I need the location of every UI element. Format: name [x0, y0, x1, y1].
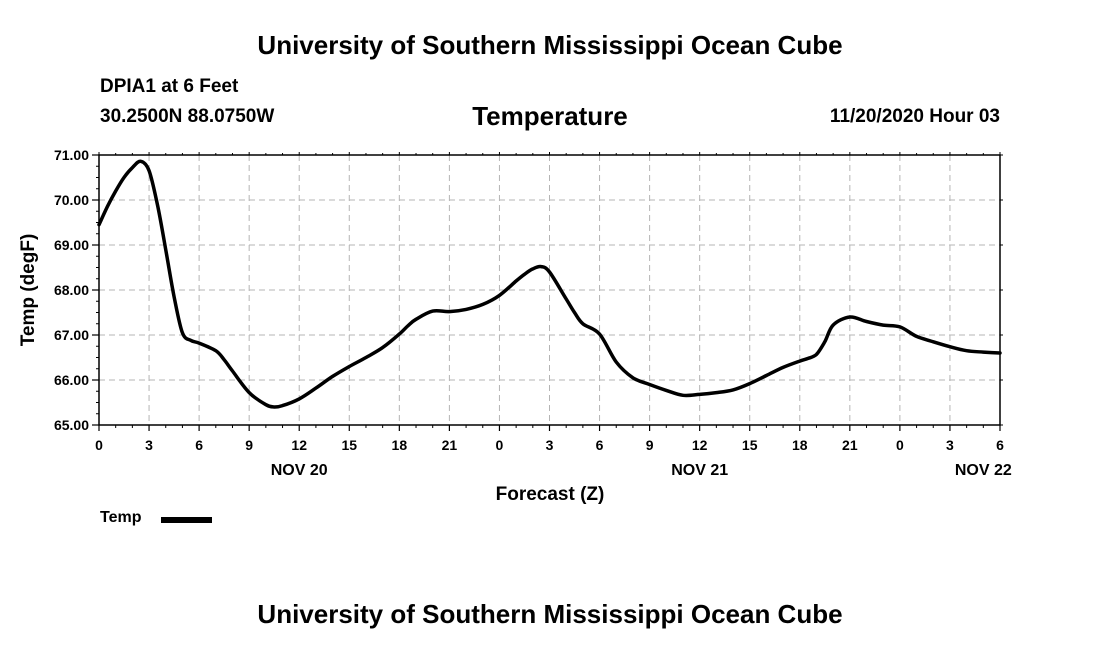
date-label: NOV 21 [671, 462, 728, 479]
x-tick-label: 15 [341, 437, 357, 453]
axis-tick-labels: 65.00 66.00 67.00 68.00 69.00 70.00 71.00 0 3 6 9 1… [54, 147, 1012, 479]
legend-label-temp: Temp [100, 509, 142, 526]
x-tick-label: 0 [95, 437, 103, 453]
forecast-datetime: 11/20/2020 Hour 03 [829, 106, 1000, 127]
y-tick-label: 65.00 [54, 417, 89, 433]
legend-swatch-temp [161, 517, 212, 523]
y-tick-label: 70.00 [54, 192, 89, 208]
x-axis-title: Forecast (Z) [496, 484, 605, 505]
x-tick-label: 12 [692, 437, 708, 453]
y-tick-label: 69.00 [54, 237, 89, 253]
x-tick-label: 21 [842, 437, 858, 453]
series-line-temp [97, 159, 1002, 409]
x-tick-label: 6 [996, 437, 1004, 453]
date-label: NOV 20 [271, 462, 328, 479]
x-tick-label: 3 [546, 437, 554, 453]
x-tick-label: 15 [742, 437, 758, 453]
y-tick-label: 67.00 [54, 327, 89, 343]
grid-lines [99, 155, 1000, 425]
top-title: University of Southern Mississippi Ocean… [257, 30, 843, 60]
station-label: DPIA1 at 6 Feet [100, 76, 239, 97]
x-tick-label: 18 [392, 437, 408, 453]
x-tick-label: 6 [596, 437, 604, 453]
coordinates-label: 30.2500N 88.0750W [100, 106, 275, 127]
x-tick-label: 3 [145, 437, 153, 453]
x-tick-label: 21 [442, 437, 458, 453]
bottom-title: University of Southern Mississippi Ocean… [257, 599, 843, 629]
y-tick-label: 71.00 [54, 147, 89, 163]
y-tick-label: 68.00 [54, 282, 89, 298]
chart-subtitle: Temperature [472, 101, 628, 131]
date-label: NOV 22 [955, 462, 1012, 479]
x-tick-label: 9 [646, 437, 654, 453]
x-tick-label: 9 [245, 437, 253, 453]
y-axis-title: Temp (degF) [18, 234, 39, 347]
x-tick-label: 3 [946, 437, 954, 453]
x-tick-label: 12 [291, 437, 307, 453]
x-tick-label: 0 [496, 437, 504, 453]
axis-ticks [92, 152, 1003, 431]
x-tick-label: 0 [896, 437, 904, 453]
x-tick-label: 18 [792, 437, 808, 453]
y-tick-label: 66.00 [54, 372, 89, 388]
x-tick-label: 6 [195, 437, 203, 453]
